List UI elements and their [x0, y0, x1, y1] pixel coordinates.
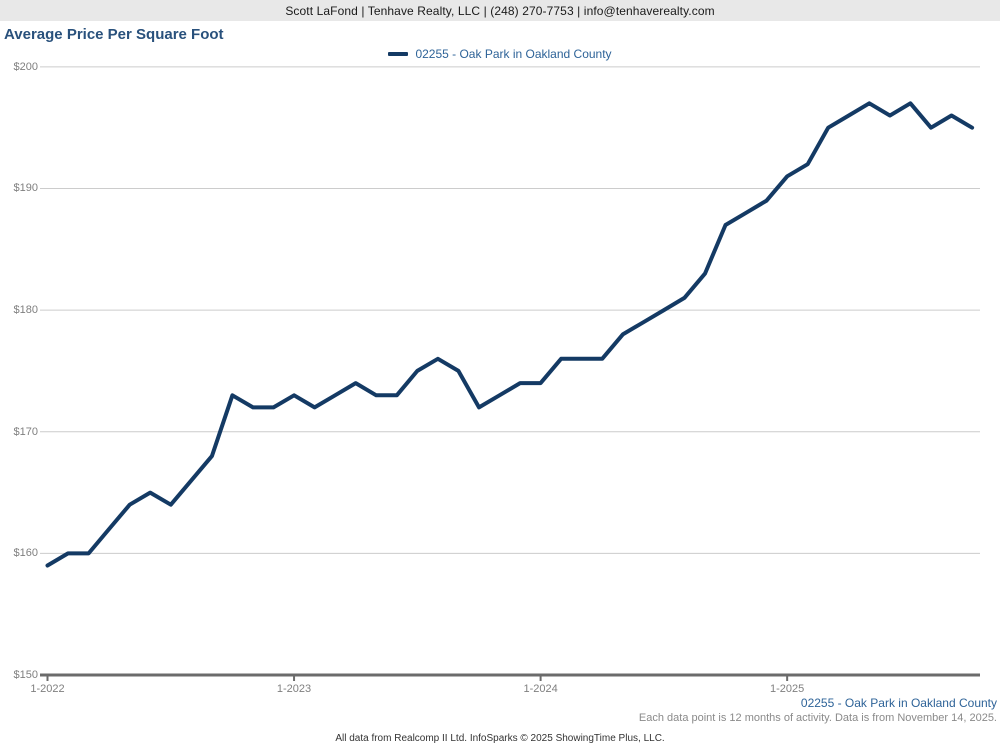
y-axis-label: $170 [13, 425, 38, 438]
y-axis-label: $180 [13, 304, 38, 317]
x-axis-label: 1-2025 [770, 683, 805, 695]
footer-attribution: All data from Realcomp II Ltd. InfoSpark… [335, 733, 665, 744]
y-axis-label: $160 [13, 547, 38, 560]
legend-item[interactable]: 02255 - Oak Park in Oakland County [388, 47, 612, 61]
legend-line-swatch [388, 52, 409, 56]
y-axis-label: $190 [13, 182, 38, 195]
contact-info: Scott LaFond | Tenhave Realty, LLC | (24… [285, 3, 715, 18]
header-bar: Scott LaFond | Tenhave Realty, LLC | (24… [0, 0, 1000, 21]
x-axis-label: 1-2024 [523, 683, 558, 695]
y-axis-label: $150 [13, 669, 38, 681]
footer-series-label: 02255 - Oak Park in Oakland County [800, 696, 997, 710]
footer-right: 02255 - Oak Park in Oakland County Each … [397, 696, 997, 725]
x-axis-label: 1-2022 [30, 683, 65, 695]
footer-note: Each data point is 12 months of activity… [638, 712, 997, 724]
legend: 02255 - Oak Park in Oakland County [0, 47, 1000, 61]
y-axis-label: $200 [13, 60, 38, 73]
page-title: Average Price Per Square Foot [4, 26, 224, 43]
x-axis-label: 1-2023 [276, 683, 312, 695]
legend-label: 02255 - Oak Park in Oakland County [415, 47, 612, 61]
